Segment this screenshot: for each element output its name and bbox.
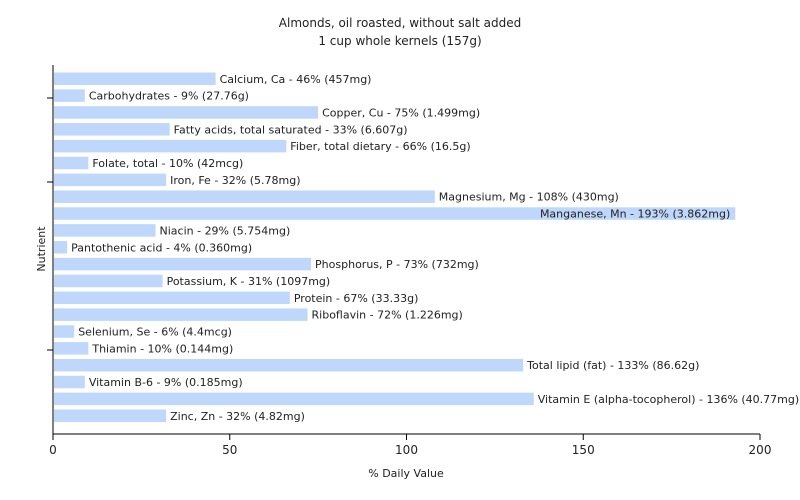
bar-label-10: Pantothenic acid - 4% (0.360mg) bbox=[71, 241, 252, 254]
bar-label-18: Vitamin B-6 - 9% (0.185mg) bbox=[89, 376, 243, 389]
bar-label-13: Protein - 67% (33.33g) bbox=[294, 292, 419, 305]
bar-label-9: Niacin - 29% (5.754mg) bbox=[160, 224, 291, 237]
bar-4 bbox=[54, 139, 287, 153]
bar-6 bbox=[54, 173, 167, 187]
bar-label-4: Fiber, total dietary - 66% (16.5g) bbox=[290, 140, 470, 153]
bar-2 bbox=[54, 106, 319, 119]
bar-20 bbox=[54, 409, 167, 422]
bar-label-17: Total lipid (fat) - 133% (86.62g) bbox=[526, 359, 699, 372]
bar-7 bbox=[54, 190, 435, 203]
bar-13 bbox=[54, 291, 290, 305]
bar-label-5: Folate, total - 10% (42mcg) bbox=[92, 157, 243, 170]
bar-10 bbox=[54, 241, 68, 254]
x-tick-label-2: 100 bbox=[395, 443, 418, 457]
bar-label-7: Magnesium, Mg - 108% (430mg) bbox=[439, 191, 619, 204]
bar-label-1: Carbohydrates - 9% (27.76g) bbox=[89, 90, 249, 103]
bar-1 bbox=[54, 89, 85, 102]
bar-19 bbox=[54, 392, 534, 406]
bar-5 bbox=[54, 156, 89, 170]
bar-labels-group: Calcium, Ca - 46% (457mg) Carbohydrates -… bbox=[71, 73, 799, 423]
bar-11 bbox=[54, 257, 312, 271]
bar-8 bbox=[54, 207, 736, 220]
x-axis-title: % Daily Value bbox=[368, 467, 444, 480]
bar-label-19: Vitamin E (alpha-tocopherol) - 136% (40.… bbox=[538, 393, 799, 406]
x-tick-label-1: 50 bbox=[222, 443, 237, 457]
bar-18 bbox=[54, 375, 85, 389]
bar-label-6: Iron, Fe - 32% (5.78mg) bbox=[170, 174, 300, 187]
y-axis-ticks bbox=[47, 97, 53, 351]
bar-label-3: Fatty acids, total saturated - 33% (6.60… bbox=[174, 123, 408, 136]
bar-3 bbox=[54, 123, 170, 136]
bar-0 bbox=[54, 72, 216, 85]
bar-14 bbox=[54, 308, 308, 321]
bar-15 bbox=[54, 325, 75, 338]
bar-label-14: Riboflavin - 72% (1.226mg) bbox=[312, 309, 463, 322]
bar-12 bbox=[54, 274, 163, 288]
chart-title: Almonds, oil roasted, without salt added bbox=[279, 16, 521, 30]
x-tick-label-3: 150 bbox=[572, 443, 595, 457]
x-tick-label-4: 200 bbox=[749, 443, 772, 457]
chart-subtitle: 1 cup whole kernels (157g) bbox=[318, 34, 481, 48]
bar-label-20: Zinc, Zn - 32% (4.82mg) bbox=[170, 410, 305, 423]
bar-label-12: Potassium, K - 31% (1097mg) bbox=[167, 275, 331, 288]
bar-label-16: Thiamin - 10% (0.144mg) bbox=[91, 342, 233, 355]
bar-label-0: Calcium, Ca - 46% (457mg) bbox=[220, 73, 372, 86]
y-axis-title: Nutrient bbox=[35, 226, 48, 272]
bar-label-2: Copper, Cu - 75% (1.499mg) bbox=[322, 106, 480, 119]
x-tick-label-0: 0 bbox=[49, 443, 57, 457]
bar-label-15: Selenium, Se - 6% (4.4mcg) bbox=[78, 326, 232, 339]
x-axis-ticks: 0 50 100 150 200 bbox=[49, 434, 771, 457]
bar-17 bbox=[54, 358, 524, 372]
bar-label-11: Phosphorus, P - 73% (732mg) bbox=[315, 258, 479, 271]
bars-group bbox=[54, 72, 736, 422]
bar-label-8: Manganese, Mn - 193% (3.862mg) bbox=[540, 208, 730, 221]
bar-16 bbox=[54, 342, 89, 355]
bar-9 bbox=[54, 224, 156, 237]
